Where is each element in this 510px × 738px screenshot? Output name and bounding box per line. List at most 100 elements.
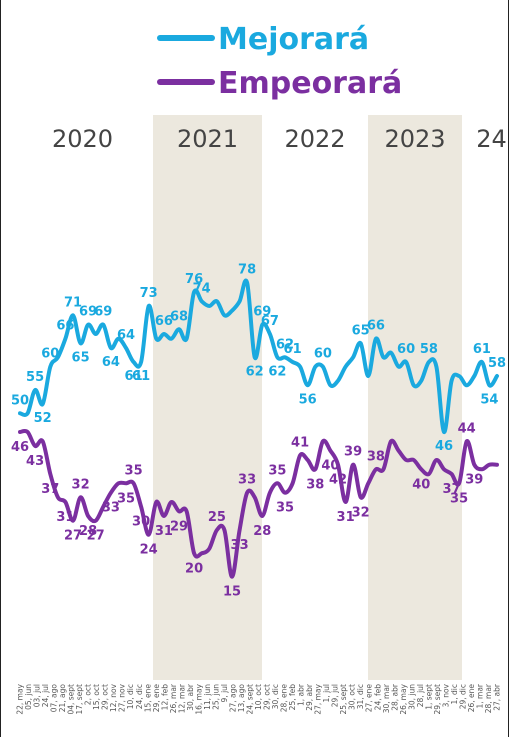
x-tick-label-44: 28, abr [390,683,399,711]
empeorara-point-42 [337,463,339,466]
empeorara-point-8 [79,496,82,499]
mejorara-point-50 [397,365,400,368]
empeorara-point-1 [26,431,29,433]
empeorara-point-13 [117,482,120,485]
year-label-2021: 2021 [177,125,238,153]
empeorara-data-label-29: 32 [352,505,370,520]
x-tick-label-43: 30, mar [382,683,391,713]
empeorara-point-24 [200,552,203,555]
empeorara-data-label-13: 31 [155,524,173,539]
mejorara-point-53 [420,379,423,382]
x-tick-label-36: 1, jul [322,684,331,702]
empeorara-point-31 [253,496,256,499]
mejorara-data-label-15: 68 [170,309,188,324]
mejorara-point-36 [291,361,294,363]
legend: Mejorará Empeorará [157,22,402,101]
empeorara-point-10 [94,519,97,522]
empeorara-point-12 [110,491,112,494]
mejorara-point-34 [276,356,279,359]
year-bands [153,115,462,680]
x-tick-label-33: 1, abr [297,683,306,706]
empeorara-data-label-21: 35 [268,463,286,478]
x-tick-label-13: 10, dic [126,684,135,709]
empeorara-point-4 [49,473,52,475]
empeorara-point-7 [72,519,74,522]
mejorara-point-29 [238,300,241,303]
x-tick-label-6: 04, sept [67,684,76,715]
mejorara-point-48 [382,356,385,359]
mejorara-data-label-30: 58 [420,342,438,357]
empeorara-data-label-23: 41 [291,435,309,450]
mejorara-data-label-3: 60 [41,347,59,362]
empeorara-point-28 [231,575,233,578]
x-tick-label-55: 28, mar [484,683,493,713]
x-tick-label-28: 10, oct [254,684,263,710]
empeorara-data-label-34: 44 [458,421,476,436]
empeorara-data-label-1: 43 [26,454,44,469]
mejorara-point-9 [87,323,89,326]
empeorara-data-label-7: 27 [87,529,105,544]
legend-label-mejorara: Mejorará [218,22,369,57]
mejorara-data-label-22: 62 [268,364,286,379]
mejorara-point-61 [481,361,483,363]
empeorara-point-32 [261,515,264,517]
year-labels: 2020 2021 2022 2023 24 [52,125,507,153]
mejorara-point-54 [428,361,430,363]
x-tick-label-37: 29, jul [331,684,340,707]
empeorara-point-14 [125,482,127,485]
empeorara-data-label-14: 29 [170,519,188,534]
empeorara-data-label-5: 32 [72,477,90,492]
mejorara-point-59 [465,384,468,387]
legend-label-empeorara: Empeorará [218,66,402,101]
mejorara-point-56 [443,431,445,433]
mejorara-data-label-29: 60 [397,342,415,357]
year-label-2023: 2023 [384,125,445,153]
mejorara-point-10 [94,333,97,335]
x-tick-label-51: 1, dic [450,684,459,705]
mejorara-point-3 [41,403,44,405]
mejorara-point-31 [253,356,256,359]
mejorara-point-23 [193,291,195,293]
x-tick-label-20: 30, abr [186,683,195,711]
mejorara-point-28 [231,309,233,312]
empeorara-point-26 [216,529,218,531]
x-tick-label-4: 07, ago [50,684,59,713]
empeorara-data-label-25: 40 [321,459,339,474]
mejorara-point-49 [390,351,392,354]
empeorara-point-53 [420,468,423,471]
mejorara-point-46 [367,375,370,377]
empeorara-point-25 [208,547,211,550]
empeorara-point-27 [223,529,226,531]
series-line-mejorara [18,278,499,435]
empeorara-point-63 [496,463,498,466]
empeorara-point-35 [284,491,286,494]
empeorara-data-label-10: 35 [125,463,143,478]
empeorara-data-label-9: 35 [117,491,135,506]
mejorara-point-24 [200,300,203,303]
x-tick-label-47: 28, jul [416,684,425,707]
empeorara-point-9 [87,515,89,517]
mejorara-point-52 [412,384,415,387]
empeorara-point-16 [140,505,142,508]
x-tick-label-52: 29, dic [458,684,467,709]
mejorara-point-26 [216,300,218,303]
x-tick-label-9: 15, oct [92,684,101,710]
empeorara-point-58 [458,482,460,485]
mejorara-data-label-32: 61 [473,342,491,357]
empeorara-point-45 [359,496,362,499]
empeorara-data-label-12: 24 [140,543,158,558]
mejorara-data-label-7: 69 [79,305,97,320]
empeorara-data-label-32: 37 [443,482,461,497]
empeorara-point-48 [382,468,385,471]
mejorara-point-30 [246,281,248,284]
x-tick-label-45: 26, may [399,683,408,714]
empeorara-data-label-30: 38 [367,449,385,464]
mejorara-data-label-1: 55 [26,370,44,385]
mejorara-data-label-4: 66 [56,319,74,334]
year-label-24: 24 [476,125,507,153]
mejorara-point-39 [314,365,317,368]
x-tick-label-0: 22, may [16,683,25,714]
empeorara-data-label-8: 33 [102,501,120,516]
empeorara-point-39 [314,468,317,471]
